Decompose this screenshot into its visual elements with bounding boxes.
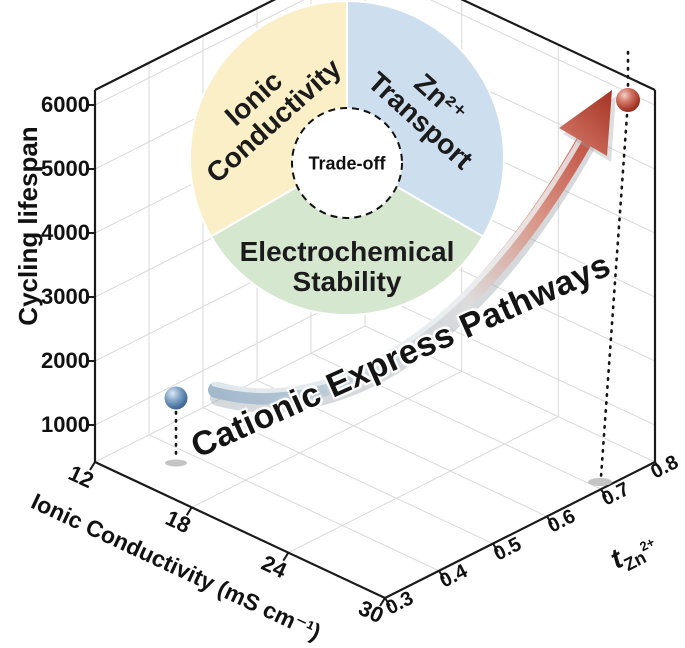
tick-marks (86, 104, 661, 607)
end-point-floor-shadow (588, 478, 612, 486)
tradeoff-label: Trade-off (308, 153, 386, 174)
pie-label-electrochemical-stability: Electrochemical Stability (239, 235, 455, 297)
start-point-sphere (164, 386, 188, 410)
y-tick-label: 3000 (41, 284, 90, 310)
end-point-stem (599, 113, 629, 479)
y-tick-label: 6000 (41, 92, 90, 118)
y-tick-label: 2000 (41, 348, 90, 374)
y-tick-label: 1000 (41, 412, 90, 438)
axis-lines (93, 0, 657, 599)
arrow-highlight (211, 133, 585, 393)
pie-sector-electrochemical-stability (209, 156, 485, 317)
y-tick-label: 4000 (41, 220, 90, 246)
end-point-sphere (616, 88, 640, 112)
tradeoff-dashed-circle (291, 107, 403, 219)
arrowhead (559, 90, 612, 156)
start-point-floor-shadow (165, 459, 187, 467)
arrow-body (208, 132, 593, 405)
express-pathways-arrow (208, 90, 616, 413)
y-tick-label: 5000 (41, 156, 90, 182)
pie-label-line: Electrochemical (239, 235, 455, 267)
pie-label-line: Stability (292, 266, 402, 297)
data-point-markers (164, 50, 640, 486)
